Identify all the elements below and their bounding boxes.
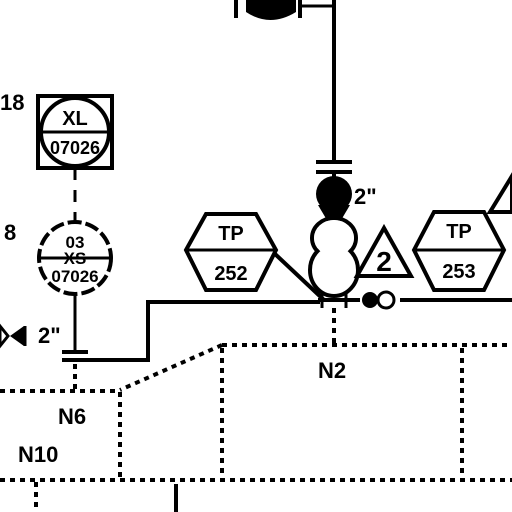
left-pipe-fitting [62, 350, 88, 362]
instrument-xl: XL 07026 [36, 94, 114, 170]
main-pipe [62, 298, 512, 362]
tp-253-number: 253 [442, 261, 475, 283]
tp-253-tag: TP [446, 221, 472, 243]
xl-tag: XL [62, 108, 88, 130]
pipe-size-center: 2" [354, 184, 377, 209]
small-valve-left [0, 323, 27, 349]
note-triangle-label: 2 [376, 246, 392, 277]
node-label-n10: N10 [18, 442, 58, 467]
tp-252-tag: TP [218, 223, 244, 245]
xs-tag-top: 03 [66, 233, 85, 252]
xs-number: 07026 [51, 267, 98, 286]
top-valve [234, 0, 334, 20]
left-label-8: 8 [4, 220, 16, 245]
test-point-253: TP 253 [411, 210, 507, 292]
snowman-valve-body [308, 216, 360, 298]
note-triangle: 2 [353, 223, 415, 278]
dotted-boundaries [0, 308, 512, 512]
test-point-252: TP 252 [183, 212, 279, 292]
pipe-connectors [320, 290, 396, 310]
left-label-18: 18 [0, 90, 24, 115]
node-label-n6: N6 [58, 404, 86, 429]
tp-252-number: 252 [214, 263, 247, 285]
xs-tag: XS [64, 249, 87, 268]
note-triangle-partial [486, 172, 512, 214]
instrument-xs: 03 XS 07026 [37, 220, 113, 296]
tp-252-lead [272, 251, 326, 302]
pipe-size-left: 2" [38, 323, 61, 348]
node-label-n2: N2 [318, 358, 346, 383]
xl-number: 07026 [50, 138, 100, 158]
